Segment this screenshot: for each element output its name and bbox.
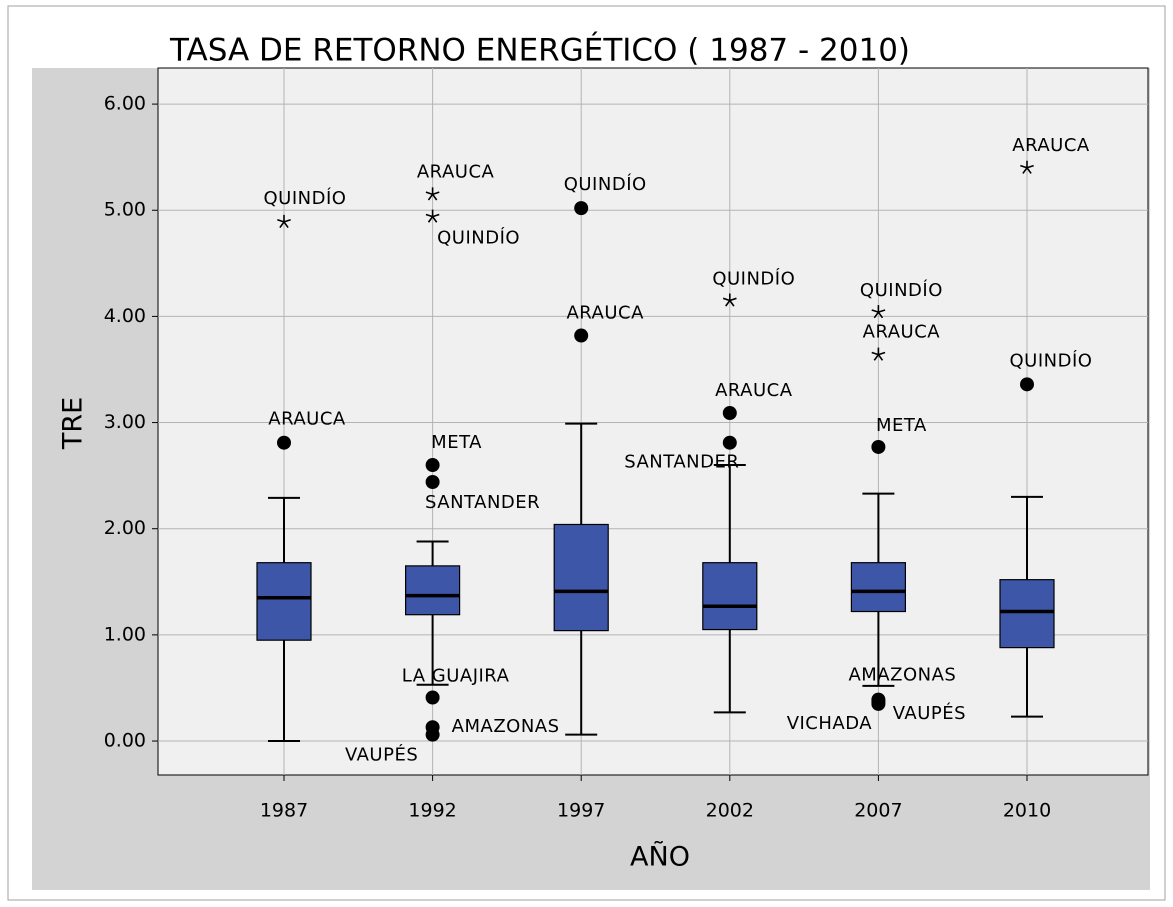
outlier bbox=[871, 696, 886, 711]
outlier-label: ARAUCA bbox=[268, 409, 346, 430]
outlier-label: ARAUCA bbox=[863, 322, 941, 343]
y-tick-label: 6.00 bbox=[104, 93, 146, 115]
outlier-label: VAUPÉS bbox=[893, 702, 966, 724]
x-tick-label: 2010 bbox=[1003, 800, 1051, 822]
x-tick-label: 1987 bbox=[260, 800, 308, 822]
extreme-star bbox=[1020, 160, 1034, 174]
outlier-label: META bbox=[431, 432, 482, 453]
outlier-label: AMAZONAS bbox=[848, 665, 956, 686]
outlier bbox=[425, 458, 440, 473]
outlier bbox=[871, 439, 886, 454]
y-tick-label: 5.00 bbox=[104, 199, 146, 221]
outlier-label: QUINDÍO bbox=[1010, 349, 1093, 371]
outlier-label: ARAUCA bbox=[566, 303, 644, 324]
outlier bbox=[574, 328, 589, 343]
outlier-label: META bbox=[876, 415, 927, 436]
x-tick-label: 2007 bbox=[854, 800, 902, 822]
outlier bbox=[722, 406, 737, 421]
outlier bbox=[425, 690, 440, 705]
extreme-star bbox=[722, 293, 737, 307]
outlier bbox=[425, 727, 440, 742]
outlier-label: QUINDÍO bbox=[264, 187, 347, 209]
outlier-label: QUINDÍO bbox=[860, 279, 943, 301]
extreme-star bbox=[871, 305, 886, 319]
outlier-label: ARAUCA bbox=[1012, 135, 1090, 156]
x-axis-label: AÑO bbox=[630, 841, 690, 873]
y-tick-label: 4.00 bbox=[104, 305, 146, 327]
outlier-label: LA GUAJIRA bbox=[402, 666, 510, 687]
outlier bbox=[722, 435, 737, 450]
outlier-label: QUINDÍO bbox=[437, 227, 520, 249]
y-tick-label: 3.00 bbox=[104, 411, 146, 433]
outlier bbox=[574, 201, 589, 216]
x-tick-label: 1992 bbox=[408, 800, 456, 822]
outlier bbox=[425, 475, 440, 490]
extreme-star bbox=[871, 347, 886, 361]
outlier bbox=[1020, 377, 1034, 392]
x-tick-label: 1997 bbox=[557, 800, 605, 822]
box bbox=[405, 565, 461, 616]
outlier-label: VAUPÉS bbox=[345, 744, 418, 766]
outlier-label: ARAUCA bbox=[417, 161, 495, 182]
x-tick-label: 2002 bbox=[706, 800, 754, 822]
extreme-star bbox=[425, 187, 440, 201]
box bbox=[702, 562, 758, 631]
outlier-label: AMAZONAS bbox=[452, 716, 560, 737]
y-tick-label: 0.00 bbox=[104, 730, 146, 752]
outlier bbox=[277, 435, 291, 450]
box bbox=[850, 562, 907, 613]
y-tick-label: 1.00 bbox=[104, 623, 146, 645]
extreme-star bbox=[277, 214, 291, 229]
outlier-label: ARAUCA bbox=[715, 380, 793, 401]
outlier-label: SANTANDER bbox=[624, 452, 739, 473]
y-axis-label: TRE bbox=[58, 397, 89, 450]
chart-title: TASA DE RETORNO ENERGÉTICO ( 1987 - 2010… bbox=[169, 33, 910, 69]
outlier-label: VICHADA bbox=[787, 713, 873, 734]
outlier-label: SANTANDER bbox=[425, 492, 540, 513]
extreme-star bbox=[425, 209, 440, 223]
y-tick-label: 2.00 bbox=[104, 517, 146, 539]
plot-area bbox=[157, 67, 1149, 776]
box bbox=[553, 523, 609, 632]
box bbox=[256, 562, 312, 641]
outlier-label: QUINDÍO bbox=[564, 173, 647, 195]
box bbox=[999, 579, 1055, 649]
outlier-label: QUINDÍO bbox=[712, 267, 795, 289]
